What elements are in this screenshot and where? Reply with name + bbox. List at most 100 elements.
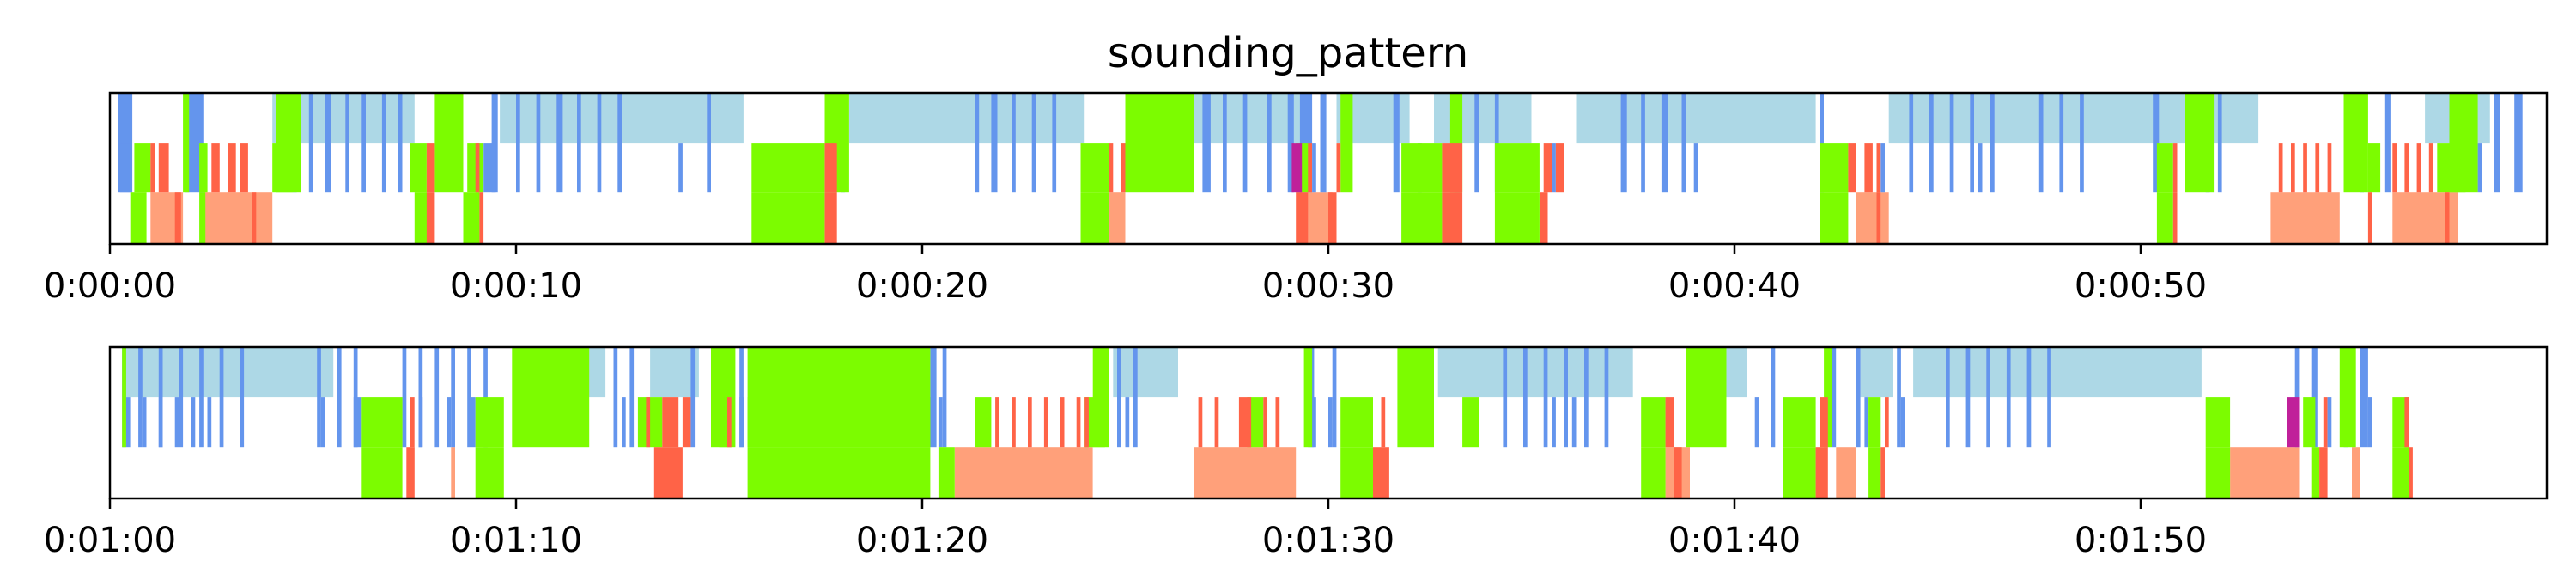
segment-blue	[1681, 93, 1686, 193]
segment-light_blue	[1913, 347, 2202, 398]
segment-blue	[1320, 93, 1327, 193]
segment-blue	[138, 347, 143, 448]
segment-red	[727, 397, 732, 448]
segment-blue	[1970, 93, 1974, 193]
segment-blue	[447, 397, 452, 448]
segment-green	[1401, 192, 1443, 244]
segment-green	[751, 143, 825, 193]
segment-blue	[1661, 93, 1668, 193]
segment-red	[2319, 447, 2328, 498]
segment-blue	[577, 93, 581, 193]
panel-first-minute: 0:00:00 0:00:10 0:00:20 0:00:30 0:00:40 0:00:…	[44, 91, 2549, 306]
segment-blue	[1393, 93, 1400, 193]
segment-blue	[2477, 143, 2482, 193]
segment-green	[2205, 447, 2231, 498]
segment-light_blue	[1576, 93, 1816, 144]
segment-red	[475, 143, 480, 193]
segment-red	[1109, 143, 1114, 193]
segment-blue	[119, 143, 131, 193]
segment-red	[2172, 143, 2178, 193]
segment-blue	[1332, 347, 1337, 448]
segment-red	[1555, 143, 1564, 193]
segment-blue	[321, 397, 325, 448]
segment-red	[1381, 397, 1386, 448]
segment-blue	[1897, 347, 1901, 448]
segment-blue	[1620, 93, 1627, 193]
segment-blue	[1133, 347, 1138, 448]
segment-blue	[2384, 93, 2391, 193]
segment-red	[2303, 143, 2307, 193]
segment-blue	[219, 347, 224, 448]
segment-blue	[1754, 397, 1759, 448]
segment-green	[2156, 192, 2173, 244]
segment-green	[122, 347, 126, 448]
segment-red	[824, 143, 837, 193]
segment-blue	[179, 347, 184, 448]
segment-green	[199, 143, 208, 193]
segment-blue	[1604, 347, 1609, 448]
panel-second-minute: 0:01:00 0:01:10 0:01:20 0:01:30 0:01:40 0:01:…	[44, 345, 2549, 560]
segment-blue	[467, 347, 471, 448]
segment-green	[134, 143, 151, 193]
segment-green	[1340, 397, 1373, 448]
segment-blue	[613, 347, 618, 448]
segment-light_blue	[848, 93, 1085, 144]
segment-blue	[125, 397, 131, 448]
segment-salmon	[1194, 447, 1297, 498]
segment-blue	[345, 93, 349, 193]
segment-blue	[1584, 347, 1589, 448]
x-tick-label: 0:00:00	[44, 266, 176, 306]
segment-red	[824, 192, 837, 244]
segment-green	[1340, 447, 1373, 498]
chart-title: sounding_pattern	[1107, 29, 1469, 77]
segment-blue	[434, 347, 440, 448]
segment-blue	[471, 397, 476, 448]
segment-red	[1880, 447, 1885, 498]
segment-salmon	[2352, 447, 2360, 498]
segment-blue	[1571, 397, 1577, 448]
segment-blue	[707, 93, 711, 193]
segment-red	[1043, 397, 1048, 448]
segment-blue	[1900, 397, 1905, 448]
segment-red	[1275, 397, 1280, 448]
segment-green	[1868, 447, 1881, 498]
segment-blue	[1832, 347, 1837, 448]
segment-magenta	[1291, 143, 1303, 193]
segment-red	[426, 192, 435, 244]
segment-blue	[1564, 347, 1568, 448]
segment-blue	[629, 347, 635, 448]
x-tick-label: 0:01:50	[2075, 521, 2207, 560]
segment-red	[1665, 397, 1674, 448]
segment-red	[1820, 397, 1828, 448]
segment-blue	[1242, 93, 1248, 193]
segment-blue	[1880, 143, 1885, 193]
segment-green	[467, 143, 484, 193]
segment-magenta	[2287, 397, 2300, 448]
segment-green	[1494, 192, 1540, 244]
segment-green	[1868, 397, 1881, 448]
segment-red	[1543, 143, 1552, 193]
segment-blue	[2360, 347, 2368, 448]
segment-green	[2156, 143, 2173, 193]
segment-salmon	[2230, 447, 2300, 498]
segment-green	[512, 347, 590, 448]
segment-blue	[1012, 93, 1016, 193]
segment-blue	[622, 397, 626, 448]
segment-green	[1641, 397, 1666, 448]
segment-green	[361, 447, 403, 498]
x-tick-label: 0:00:30	[1262, 266, 1394, 306]
segment-red	[1296, 192, 1309, 244]
segment-green	[183, 93, 190, 193]
segment-blue	[402, 347, 407, 448]
segment-red	[1876, 143, 1881, 193]
segment-red	[1012, 397, 1016, 448]
segment-blue	[2026, 347, 2032, 448]
segment-red	[1198, 397, 1203, 448]
segment-green	[747, 397, 931, 448]
segment-blue	[1641, 93, 1645, 193]
segment-red	[2392, 143, 2397, 193]
segment-red	[479, 192, 484, 244]
segment-green	[2205, 397, 2231, 448]
segment-red	[2409, 447, 2413, 498]
segment-blue	[1929, 93, 1934, 193]
